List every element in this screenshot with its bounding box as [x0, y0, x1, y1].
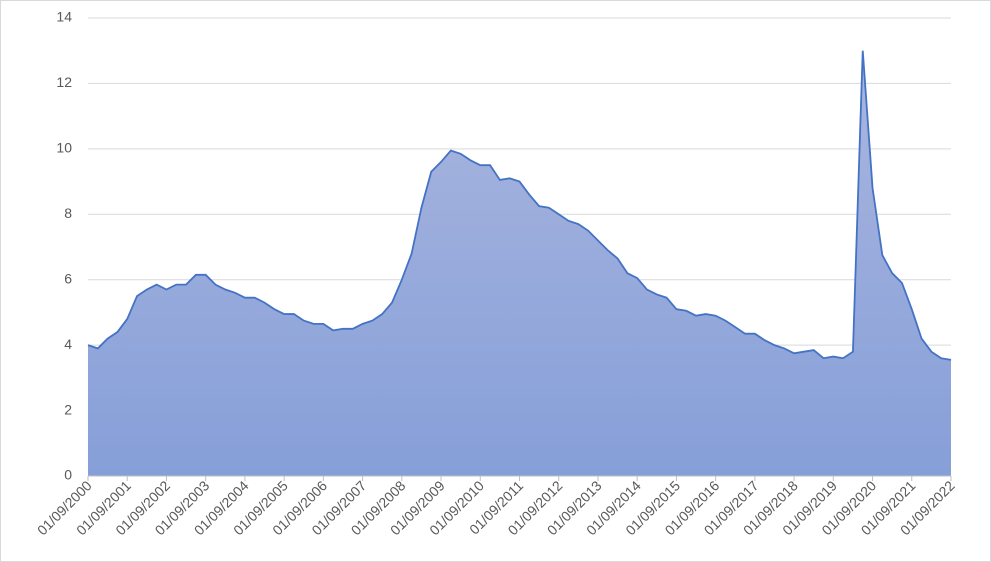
y-tick-label: 2	[64, 401, 72, 417]
y-tick-label: 8	[64, 205, 72, 221]
area-fill	[88, 50, 951, 477]
y-tick-label: 14	[56, 9, 72, 25]
y-tick-label: 10	[56, 140, 72, 156]
area-line	[87, 50, 952, 361]
y-tick-label: 12	[56, 74, 72, 90]
y-tick-label: 0	[64, 467, 72, 483]
y-tick-label: 4	[64, 336, 72, 352]
y-tick-label: 6	[64, 270, 72, 286]
